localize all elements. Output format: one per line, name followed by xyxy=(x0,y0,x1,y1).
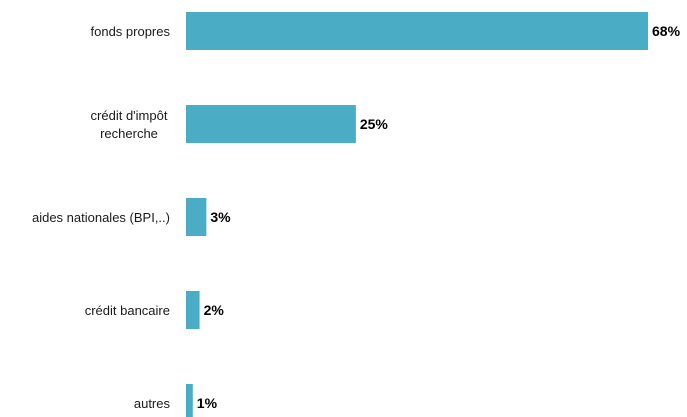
value-labels-group: 68% 25% 3% 2% 1% xyxy=(197,23,681,411)
category-label-line: fonds propres xyxy=(91,24,171,39)
bar xyxy=(186,105,356,143)
category-label-line: recherche xyxy=(100,126,158,141)
category-label: fonds propres xyxy=(91,24,171,39)
bar xyxy=(186,291,200,329)
bar xyxy=(186,12,648,50)
category-label: autres xyxy=(134,396,171,411)
value-label: 68% xyxy=(652,23,681,39)
category-label: aides nationales (BPI,..) xyxy=(32,210,170,225)
value-label: 3% xyxy=(210,209,231,225)
bars-group xyxy=(186,12,648,417)
category-label: crédit bancaire xyxy=(85,303,170,318)
bar xyxy=(186,198,207,236)
category-label-line: crédit bancaire xyxy=(85,303,170,318)
category-label: crédit d'impôt recherche xyxy=(91,108,168,141)
category-label-line: aides nationales (BPI,..) xyxy=(32,210,170,225)
category-labels-group: fonds propres crédit d'impôt recherche aide… xyxy=(32,24,171,411)
value-label: 2% xyxy=(204,302,225,318)
value-label: 1% xyxy=(197,395,218,411)
category-label-line: crédit d'impôt xyxy=(91,108,168,123)
category-label-line: autres xyxy=(134,396,171,411)
value-label: 25% xyxy=(360,116,389,132)
bar xyxy=(186,384,193,417)
